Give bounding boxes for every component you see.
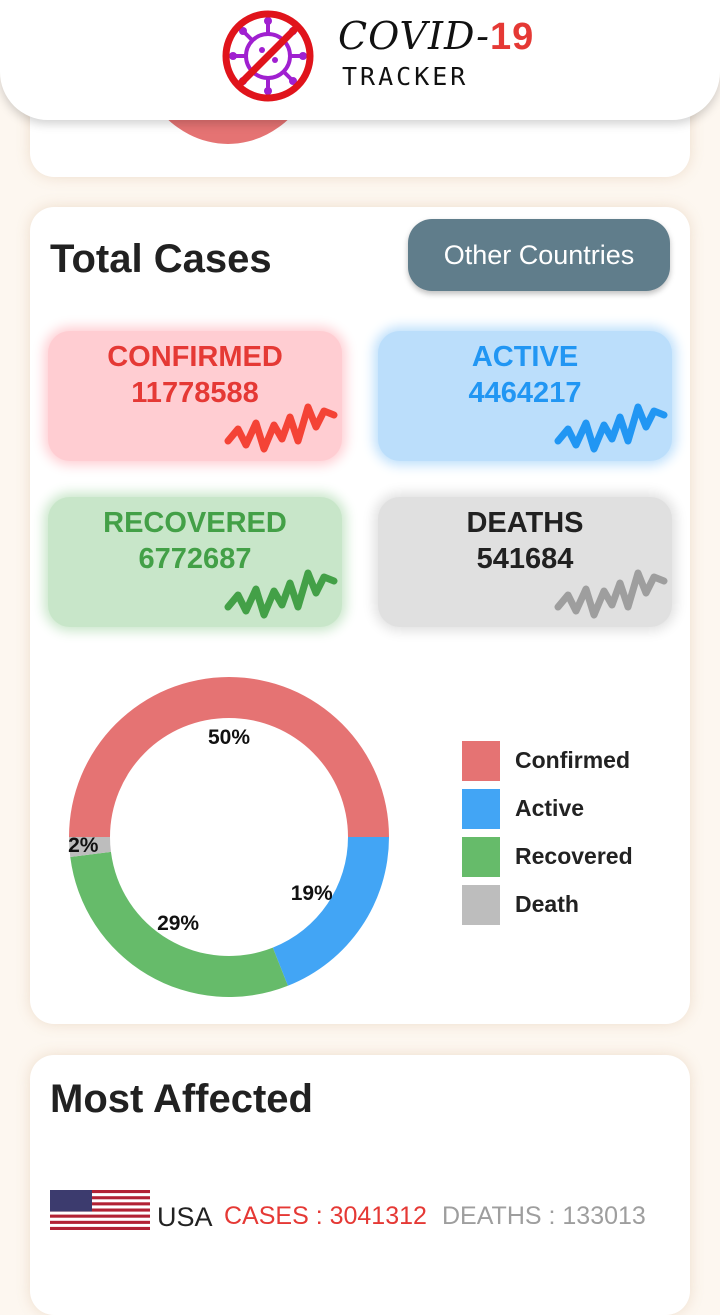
legend-swatch [462, 789, 500, 829]
trend-line-icon [554, 569, 668, 619]
confirmed-value: 11778588 [131, 377, 259, 409]
legend-label: Active [515, 795, 585, 821]
most-affected-card: Most Affected USA CASES : 3041312 DEATHS… [30, 1055, 690, 1315]
active-value: 4464217 [468, 377, 582, 409]
active-stat: ACTIVE 4464217 [378, 331, 672, 461]
donut-label-recovered: 29% [157, 912, 199, 935]
recovered-stat: RECOVERED 6772687 [48, 497, 342, 627]
confirmed-label: CONFIRMED [107, 341, 283, 373]
trend-line-icon [224, 569, 338, 619]
donut-slice-death [69, 837, 111, 858]
no-virus-icon [222, 10, 314, 102]
country-cases: CASES : 3041312 [224, 1202, 427, 1230]
app-title: COVID-19 [338, 14, 535, 58]
app-title-number: 19 [490, 16, 535, 58]
donut-label-death: 2% [68, 834, 99, 857]
donut-label-confirmed: 50% [208, 726, 250, 749]
confirmed-stat: CONFIRMED 11778588 [48, 331, 342, 461]
country-name: USA [157, 1202, 213, 1232]
deaths-value: 541684 [476, 543, 574, 575]
total-cases-card: Total Cases Other Countries CONFIRMED 11… [30, 207, 690, 1024]
legend-swatch [462, 885, 500, 925]
app-subtitle: TRACKER [342, 62, 469, 91]
country-deaths: DEATHS : 133013 [442, 1202, 646, 1230]
active-label: ACTIVE [471, 341, 579, 373]
total-cases-title: Total Cases [50, 237, 272, 281]
legend-swatch [462, 837, 500, 877]
legend-label: Confirmed [515, 747, 630, 773]
app-header: COVID-19 TRACKER [0, 0, 720, 120]
legend-label: Death [515, 891, 579, 917]
trend-line-icon [224, 403, 338, 453]
legend-label: Recovered [515, 843, 633, 869]
cases-donut-chart: 50% 19% 29% 2% [68, 677, 389, 997]
usa-flag-icon [50, 1190, 150, 1230]
recovered-label: RECOVERED [103, 507, 287, 539]
trend-line-icon [554, 403, 668, 453]
other-countries-button[interactable]: Other Countries [408, 219, 670, 291]
deaths-stat: DEATHS 541684 [378, 497, 672, 627]
recovered-value: 6772687 [138, 543, 252, 575]
donut-slice-confirmed [69, 677, 389, 837]
donut-slice-active [272, 837, 389, 986]
legend-swatch [462, 741, 500, 781]
most-affected-title: Most Affected [50, 1077, 313, 1121]
donut-label-active: 19% [291, 882, 333, 905]
country-row[interactable]: USA CASES : 3041312 DEATHS : 133013 [50, 1190, 680, 1240]
donut-slice-recovered [70, 851, 288, 997]
deaths-label: DEATHS [466, 507, 584, 539]
